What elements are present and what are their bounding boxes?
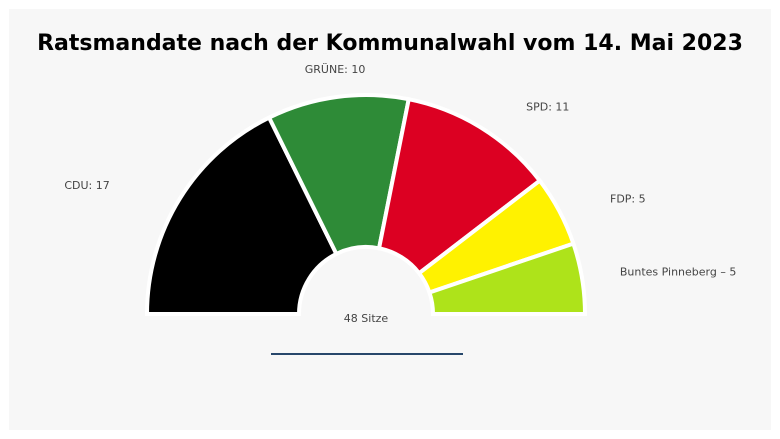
- slice-cdu: [144, 114, 340, 316]
- slice-label-grüne: GRÜNE: 10: [305, 63, 366, 76]
- chart-canvas: Ratsmandate nach der Kommunalwahl vom 14…: [9, 9, 771, 430]
- chart-underline: [271, 353, 463, 355]
- total-seats-label: 48 Sitze: [344, 312, 389, 325]
- slice-label-fdp: FDP: 5: [610, 192, 646, 205]
- slice-buntes-pinneberg: [426, 241, 588, 316]
- slice-label-cdu: CDU: 17: [64, 179, 109, 192]
- parliament-chart: CDU: 17 GRÜNE: 10 SPD: 11 FDP: 5 Buntes Pinn…: [64, 63, 737, 325]
- chart-title: Ratsmandate nach der Kommunalwahl vom 14…: [37, 31, 743, 56]
- slice-spd: [376, 96, 543, 277]
- slice-label-buntes-pinneberg: Buntes Pinneberg – 5: [620, 265, 737, 278]
- slice-grüne: [266, 93, 412, 257]
- slice-label-spd: SPD: 11: [526, 101, 569, 114]
